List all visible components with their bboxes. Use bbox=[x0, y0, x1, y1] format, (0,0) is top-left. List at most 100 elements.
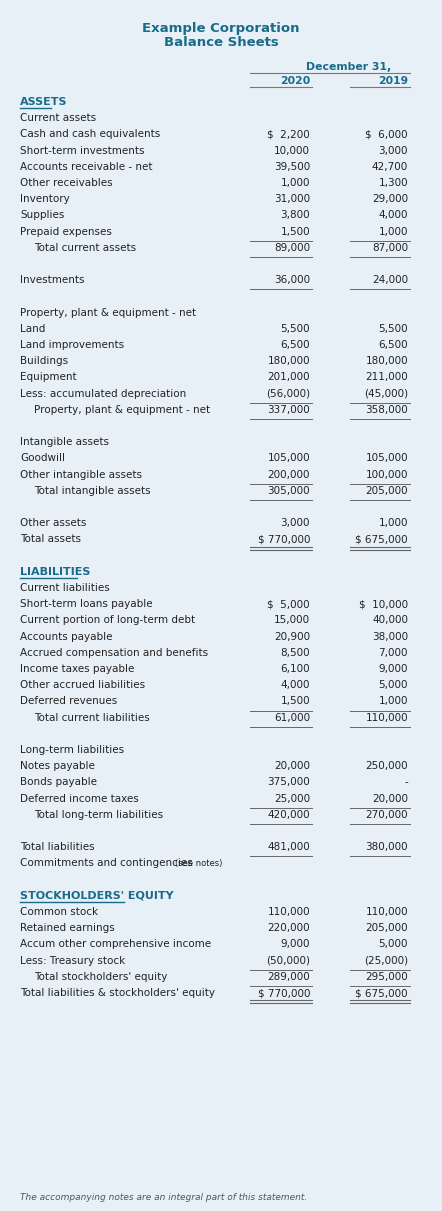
Text: 100,000: 100,000 bbox=[366, 470, 408, 480]
Text: $ 770,000: $ 770,000 bbox=[258, 988, 310, 998]
Text: Goodwill: Goodwill bbox=[20, 453, 65, 464]
Text: (50,000): (50,000) bbox=[266, 955, 310, 965]
Text: Current liabilities: Current liabilities bbox=[20, 582, 110, 593]
Text: Less: accumulated depreciation: Less: accumulated depreciation bbox=[20, 389, 186, 398]
Text: 110,000: 110,000 bbox=[366, 712, 408, 723]
Text: Short-term investments: Short-term investments bbox=[20, 145, 145, 155]
Text: 1,500: 1,500 bbox=[280, 226, 310, 236]
Text: 380,000: 380,000 bbox=[366, 842, 408, 853]
Text: Total stockholders' equity: Total stockholders' equity bbox=[34, 971, 168, 982]
Text: $  2,200: $ 2,200 bbox=[267, 130, 310, 139]
Text: Total intangible assets: Total intangible assets bbox=[34, 486, 151, 495]
Text: 5,500: 5,500 bbox=[280, 323, 310, 334]
Text: 250,000: 250,000 bbox=[366, 762, 408, 771]
Text: 2019: 2019 bbox=[378, 76, 408, 86]
Text: Intangible assets: Intangible assets bbox=[20, 437, 109, 447]
Text: 31,000: 31,000 bbox=[274, 194, 310, 205]
Text: STOCKHOLDERS' EQUITY: STOCKHOLDERS' EQUITY bbox=[20, 891, 174, 901]
Text: Deferred income taxes: Deferred income taxes bbox=[20, 793, 139, 804]
Text: 180,000: 180,000 bbox=[267, 356, 310, 366]
Text: 305,000: 305,000 bbox=[267, 486, 310, 495]
Text: 20,000: 20,000 bbox=[274, 762, 310, 771]
Text: 20,900: 20,900 bbox=[274, 632, 310, 642]
Text: 105,000: 105,000 bbox=[267, 453, 310, 464]
Text: Supplies: Supplies bbox=[20, 211, 65, 220]
Text: Accounts receivable - net: Accounts receivable - net bbox=[20, 162, 152, 172]
Text: 375,000: 375,000 bbox=[267, 777, 310, 787]
Text: Other intangible assets: Other intangible assets bbox=[20, 470, 142, 480]
Text: Other accrued liabilities: Other accrued liabilities bbox=[20, 681, 145, 690]
Text: 24,000: 24,000 bbox=[372, 275, 408, 286]
Text: 358,000: 358,000 bbox=[365, 404, 408, 415]
Text: LIABILITIES: LIABILITIES bbox=[20, 567, 90, 576]
Text: 220,000: 220,000 bbox=[267, 923, 310, 934]
Text: Land: Land bbox=[20, 323, 46, 334]
Text: Common stock: Common stock bbox=[20, 907, 98, 917]
Text: Balance Sheets: Balance Sheets bbox=[164, 36, 278, 48]
Text: Inventory: Inventory bbox=[20, 194, 70, 205]
Text: 110,000: 110,000 bbox=[267, 907, 310, 917]
Text: 205,000: 205,000 bbox=[366, 486, 408, 495]
Text: (56,000): (56,000) bbox=[266, 389, 310, 398]
Text: 180,000: 180,000 bbox=[366, 356, 408, 366]
Text: The accompanying notes are an integral part of this statement.: The accompanying notes are an integral p… bbox=[20, 1193, 307, 1203]
Text: Retained earnings: Retained earnings bbox=[20, 923, 115, 934]
Text: Income taxes payable: Income taxes payable bbox=[20, 664, 134, 675]
Text: Total liabilities: Total liabilities bbox=[20, 842, 95, 853]
Text: 110,000: 110,000 bbox=[366, 907, 408, 917]
Text: 6,500: 6,500 bbox=[280, 340, 310, 350]
Text: $  6,000: $ 6,000 bbox=[366, 130, 408, 139]
Text: 10,000: 10,000 bbox=[274, 145, 310, 155]
Text: 4,000: 4,000 bbox=[378, 211, 408, 220]
Text: Total liabilities & stockholders' equity: Total liabilities & stockholders' equity bbox=[20, 988, 215, 998]
Text: Current portion of long-term debt: Current portion of long-term debt bbox=[20, 615, 195, 625]
Text: 270,000: 270,000 bbox=[366, 810, 408, 820]
Text: $  10,000: $ 10,000 bbox=[359, 599, 408, 609]
Text: 42,700: 42,700 bbox=[372, 162, 408, 172]
Text: Total long-term liabilities: Total long-term liabilities bbox=[34, 810, 163, 820]
Text: Deferred revenues: Deferred revenues bbox=[20, 696, 117, 706]
Text: 2020: 2020 bbox=[280, 76, 310, 86]
Text: Investments: Investments bbox=[20, 275, 84, 286]
Text: Total assets: Total assets bbox=[20, 534, 81, 545]
Text: 6,100: 6,100 bbox=[280, 664, 310, 675]
Text: 420,000: 420,000 bbox=[267, 810, 310, 820]
Text: 61,000: 61,000 bbox=[274, 712, 310, 723]
Text: 105,000: 105,000 bbox=[366, 453, 408, 464]
Text: 87,000: 87,000 bbox=[372, 242, 408, 253]
Text: 1,000: 1,000 bbox=[378, 696, 408, 706]
Text: $ 770,000: $ 770,000 bbox=[258, 534, 310, 545]
Text: 200,000: 200,000 bbox=[267, 470, 310, 480]
Text: 38,000: 38,000 bbox=[372, 632, 408, 642]
Text: 6,500: 6,500 bbox=[378, 340, 408, 350]
Text: 7,000: 7,000 bbox=[378, 648, 408, 658]
Text: Long-term liabilities: Long-term liabilities bbox=[20, 745, 124, 754]
Text: $  5,000: $ 5,000 bbox=[267, 599, 310, 609]
Text: 5,000: 5,000 bbox=[378, 940, 408, 949]
Text: December 31,: December 31, bbox=[306, 62, 392, 71]
Text: ASSETS: ASSETS bbox=[20, 97, 68, 107]
Text: 4,000: 4,000 bbox=[281, 681, 310, 690]
Text: 39,500: 39,500 bbox=[274, 162, 310, 172]
Text: 481,000: 481,000 bbox=[267, 842, 310, 853]
Text: 1,000: 1,000 bbox=[378, 518, 408, 528]
Text: Notes payable: Notes payable bbox=[20, 762, 95, 771]
Text: Land improvements: Land improvements bbox=[20, 340, 124, 350]
Text: 9,000: 9,000 bbox=[378, 664, 408, 675]
Text: 205,000: 205,000 bbox=[366, 923, 408, 934]
Text: 289,000: 289,000 bbox=[267, 971, 310, 982]
Text: 201,000: 201,000 bbox=[267, 373, 310, 383]
Text: 337,000: 337,000 bbox=[267, 404, 310, 415]
Text: (25,000): (25,000) bbox=[364, 955, 408, 965]
Text: 1,300: 1,300 bbox=[378, 178, 408, 188]
Text: Property, plant & equipment - net: Property, plant & equipment - net bbox=[34, 404, 210, 415]
Text: 89,000: 89,000 bbox=[274, 242, 310, 253]
Text: Buildings: Buildings bbox=[20, 356, 68, 366]
Text: (45,000): (45,000) bbox=[364, 389, 408, 398]
Text: -: - bbox=[404, 777, 408, 787]
Text: Prepaid expenses: Prepaid expenses bbox=[20, 226, 112, 236]
Text: $ 675,000: $ 675,000 bbox=[355, 534, 408, 545]
Text: 9,000: 9,000 bbox=[281, 940, 310, 949]
Text: Accounts payable: Accounts payable bbox=[20, 632, 113, 642]
Text: 8,500: 8,500 bbox=[280, 648, 310, 658]
